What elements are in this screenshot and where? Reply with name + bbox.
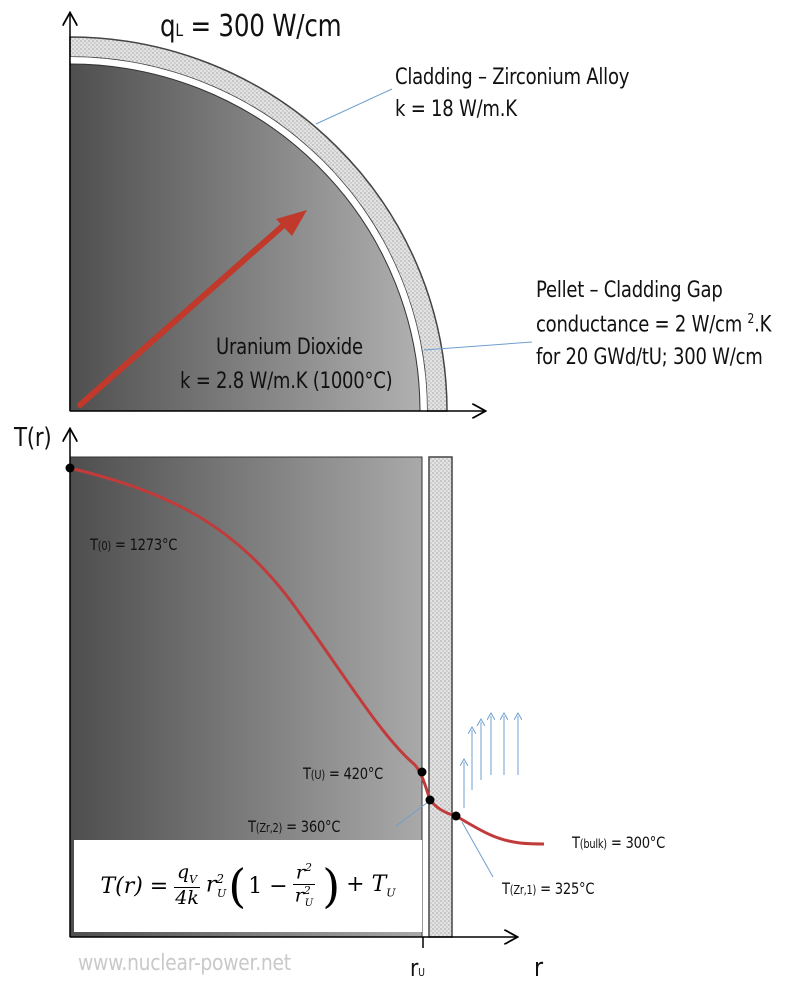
bottom-axes (70, 430, 516, 948)
heat-flux-arrows (464, 716, 518, 808)
watermark: www.nuclear-power.net (78, 951, 291, 976)
cladding-conductivity: k = 18 W/m.K (395, 97, 517, 122)
temperature-curve (69, 466, 545, 846)
temperature-formula: T(r) = qV 4k r2U ( 1 − r2 r2U ) + TU (74, 840, 422, 932)
gap-conductance: conductance = 2 W/cm 2.K (536, 312, 772, 338)
top-axes (70, 14, 484, 411)
formula-fraction-1: qV 4k (173, 861, 201, 909)
point-tzr1 (451, 811, 461, 821)
point-tzr2 (425, 795, 435, 805)
t0-label: T(0) = 1273°C (90, 535, 178, 554)
fuel-pellet (69, 63, 421, 412)
cladding-title: Cladding – Zirconium Alloy (395, 65, 630, 90)
formula-fraction-2: r2 r2U (292, 861, 315, 910)
tzr2-leader (395, 801, 429, 827)
tzr1-label: T(Zr,1) = 325°C (502, 879, 595, 898)
point-tu (417, 767, 427, 777)
point-t0 (65, 463, 75, 473)
y-axis-label: T(r) (14, 423, 52, 453)
fuel-title: Uranium Dioxide (216, 335, 363, 360)
gap-leader (423, 341, 533, 351)
x-axis-label: r (534, 953, 543, 983)
tzr2-label: T(Zr,2) = 360°C (248, 817, 341, 836)
linear-power-label: qL = 300 W/cm (160, 9, 342, 44)
r-tick-label: rU (410, 954, 425, 982)
tbulk-label: T(bulk) = 300°C (572, 833, 666, 852)
gap-title: Pellet – Cladding Gap (536, 278, 723, 303)
cross-section (69, 36, 448, 412)
tzr1-leader (461, 821, 494, 878)
cladding-leader (315, 88, 393, 125)
gap-burnup: for 20 GWd/tU; 300 W/cm (536, 345, 763, 370)
cladding-region (428, 456, 453, 938)
radius-arrow (77, 210, 307, 408)
fuel-conductivity: k = 2.8 W/m.K (1000°C) (180, 369, 393, 394)
tu-label: T(U) = 420°C (303, 764, 384, 783)
